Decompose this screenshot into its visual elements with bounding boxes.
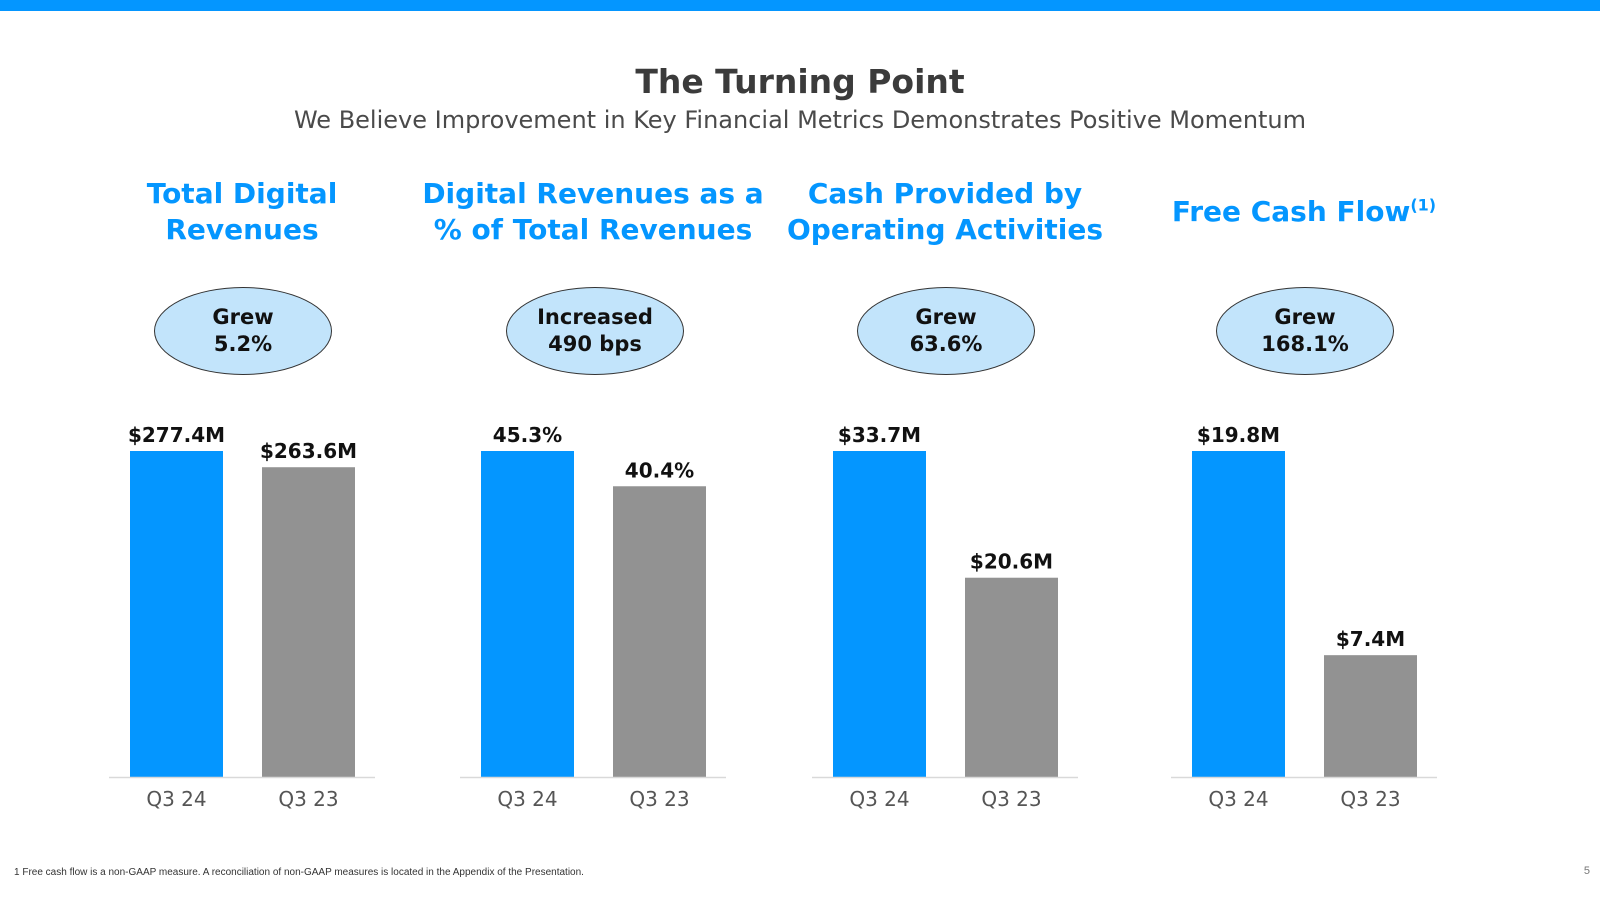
metric-title-line: Operating Activities (787, 213, 1103, 246)
bar-prior-year (965, 577, 1058, 777)
top-accent-bar (0, 0, 1600, 11)
metric-title: Total Digital Revenues (57, 176, 427, 248)
category-label: Q3 24 (849, 787, 909, 811)
change-bubble-line: 63.6% (909, 332, 983, 356)
change-bubble-line: 490 bps (548, 332, 642, 356)
category-label: Q3 24 (146, 787, 206, 811)
category-label: Q3 24 (497, 787, 557, 811)
change-bubble-line: 5.2% (213, 332, 273, 356)
change-bubble-line: Grew (915, 305, 977, 329)
change-bubble-line: 168.1% (1261, 332, 1349, 356)
metric-title: Digital Revenues as a% of Total Revenues (408, 176, 778, 248)
metric-title-line: Cash Provided by (807, 177, 1083, 210)
metric-title: Free Cash Flow(1) (1119, 176, 1489, 248)
category-label: Q3 23 (278, 787, 338, 811)
metric-title-line: Digital Revenues as a (422, 177, 764, 210)
bar-value-label: $33.7M (838, 423, 921, 447)
bar-prior-year (613, 486, 706, 777)
metric-title: Cash Provided by Operating Activities (760, 176, 1130, 248)
bar-chart: $277.4M Q3 24 $263.6M Q3 23 (109, 423, 375, 811)
metric-title-line: Revenues (165, 213, 319, 246)
change-bubble: Grew 5.2% (154, 287, 332, 375)
bar-prior-year (1324, 655, 1417, 777)
metric-title-line: Free Cash Flow(1) (1171, 195, 1437, 228)
category-label: Q3 23 (629, 787, 689, 811)
change-bubble: Grew 63.6% (857, 287, 1035, 375)
change-bubble: Increased 490 bps (506, 287, 684, 375)
bar-chart: $19.8M Q3 24 $7.4M Q3 23 (1171, 423, 1437, 811)
metric-title-line: Total Digital (146, 177, 338, 210)
metric-panel: Total Digital Revenues Grew 5.2% $277.4M Q3 2… (57, 0, 427, 900)
category-label: Q3 24 (1208, 787, 1268, 811)
bar-current-year (130, 451, 223, 777)
bar-prior-year (262, 467, 355, 777)
metric-panel: Free Cash Flow(1) Grew 168.1% $19.8M Q3 24 $7… (1119, 0, 1489, 900)
change-bubble: Grew 168.1% (1216, 287, 1394, 375)
slide-title: The Turning Point (635, 62, 965, 101)
bar-value-label: $7.4M (1336, 627, 1405, 651)
category-label: Q3 23 (981, 787, 1041, 811)
change-bubble-line: Increased (537, 305, 653, 329)
metric-panel: Digital Revenues as a% of Total Revenues… (408, 0, 778, 900)
bar-current-year (481, 451, 574, 777)
metric-panel: Cash Provided by Operating Activities Grew… (760, 0, 1130, 900)
bar-chart: 45.3% Q3 24 40.4% Q3 23 (460, 423, 726, 811)
slide-subtitle: We Believe Improvement in Key Financial … (293, 106, 1307, 134)
page-number: 5 (1583, 865, 1590, 877)
bar-value-label: $263.6M (260, 439, 357, 463)
bar-chart: $33.7M Q3 24 $20.6M Q3 23 (812, 423, 1078, 811)
bar-value-label: 40.4% (625, 458, 694, 482)
footnote-ref: (1) (1410, 195, 1437, 215)
category-label: Q3 23 (1340, 787, 1400, 811)
bar-current-year (1192, 451, 1285, 777)
change-bubble-line: Grew (212, 305, 274, 329)
bar-value-label: 45.3% (493, 423, 562, 447)
footnote: 1 Free cash flow is a non-GAAP measure. … (14, 867, 584, 878)
bar-value-label: $277.4M (128, 423, 225, 447)
bar-value-label: $20.6M (970, 550, 1053, 574)
bar-value-label: $19.8M (1197, 423, 1280, 447)
metric-title-line: % of Total Revenues (433, 213, 753, 246)
change-bubble-line: Grew (1274, 305, 1336, 329)
bar-current-year (833, 451, 926, 777)
